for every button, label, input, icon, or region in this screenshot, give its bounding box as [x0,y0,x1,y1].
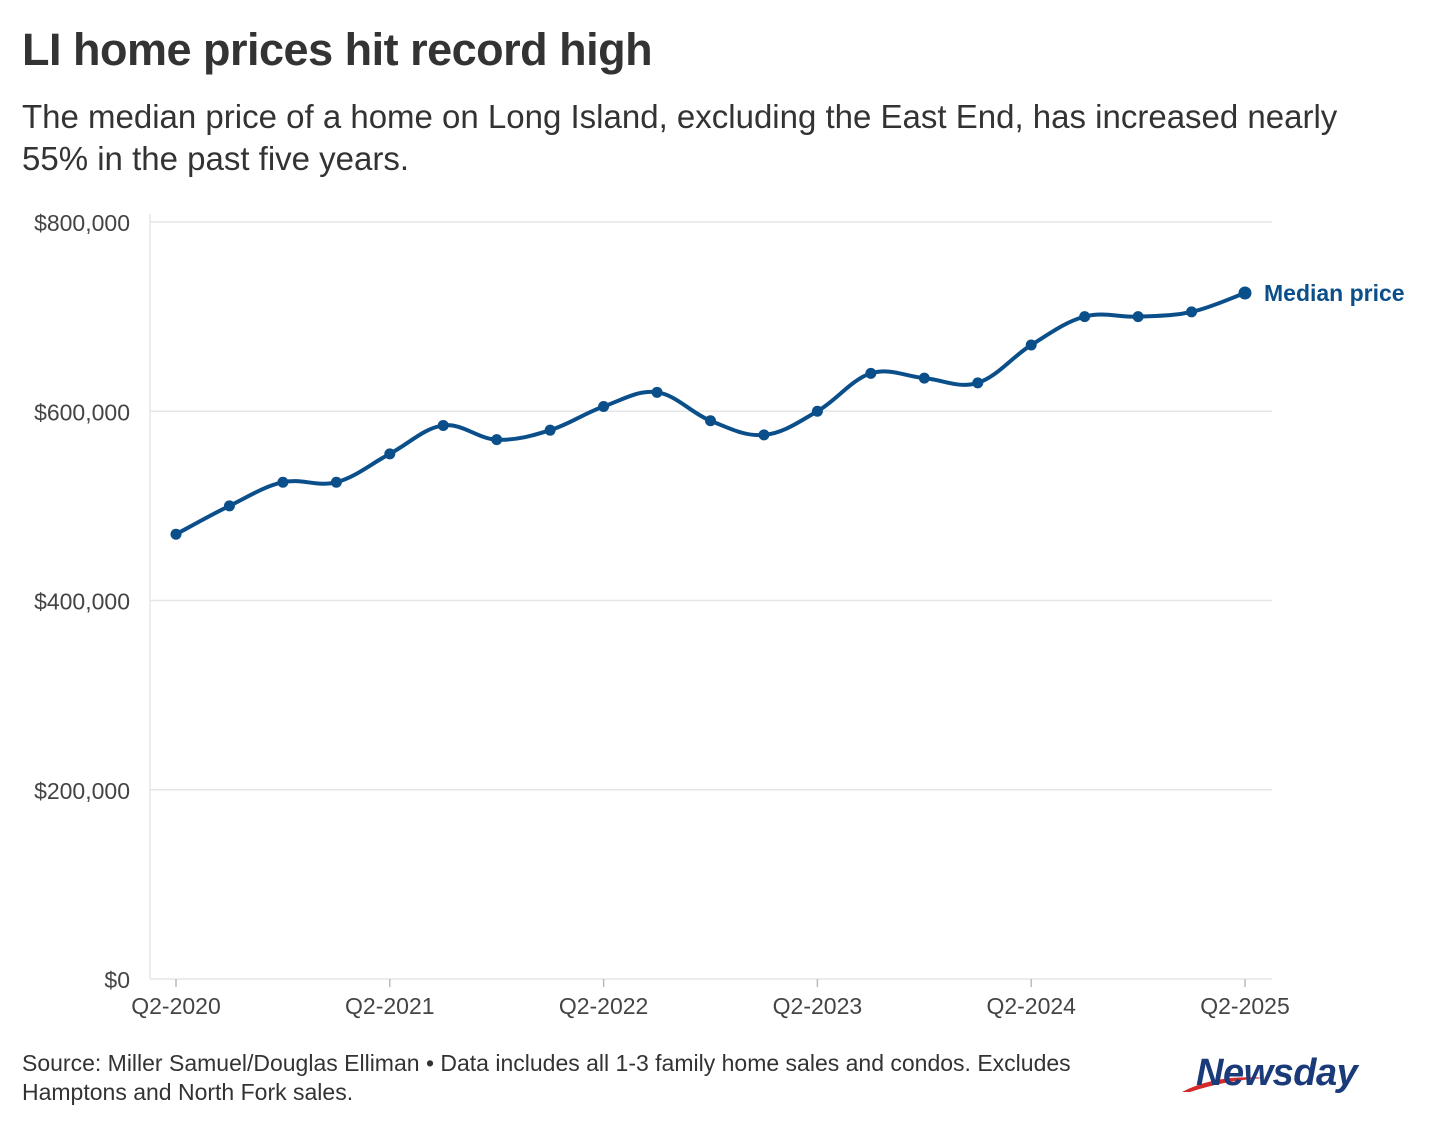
data-point [758,429,770,441]
series-label-median-price: Median price [1264,280,1405,306]
source-note: Source: Miller Samuel/Douglas Elliman • … [22,1050,1071,1105]
y-tick-label: $600,000 [34,399,130,425]
chart-subtitle: The median price of a home on Long Islan… [22,98,1338,177]
newsday-logo: Newsday [1176,1052,1438,1100]
data-point [384,448,396,460]
x-tick-label: Q2-2022 [559,993,649,1019]
logo-swoosh-icon [1182,1077,1266,1092]
data-point [544,424,556,436]
data-point [598,401,610,413]
x-tick-label: Q2-2021 [345,993,435,1019]
y-tick-label: $400,000 [34,589,130,615]
data-points [170,286,1252,540]
data-point [223,500,235,512]
data-point [865,367,877,379]
data-point [1025,339,1037,351]
y-tick-label: $800,000 [34,210,130,236]
data-point [811,405,823,417]
data-point [437,419,449,431]
gridlines [149,214,1272,980]
data-point [651,386,663,398]
x-tick-label: Q2-2025 [1200,993,1290,1019]
x-tick-label: Q2-2020 [131,993,221,1019]
data-point [277,476,289,488]
y-tick-label: $0 [104,967,130,993]
chart-title: LI home prices hit record high [22,24,653,75]
data-point [170,528,182,540]
data-point [705,415,716,427]
data-point [1079,311,1091,323]
y-axis: $0 $200,000 $400,000 $600,000 $800,000 [34,210,130,993]
series-line-median-price [174,290,1247,537]
data-point [972,377,984,389]
data-point [1238,286,1252,300]
y-tick-label: $200,000 [34,778,130,804]
x-axis: Q2-2020 Q2-2021 Q2-2022 Q2-2023 Q2-2024 Q2-20… [131,979,1290,1019]
data-point [1132,311,1144,323]
line-chart: $0 $200,000 $400,000 $600,000 $800,000 Q2-20… [34,210,1405,1019]
data-point [330,476,342,488]
logo-text: Newsday [1196,1052,1358,1094]
x-tick-label: Q2-2024 [986,993,1076,1019]
data-point [491,434,503,446]
data-point [918,372,930,384]
x-tick-label: Q2-2023 [773,993,863,1019]
data-point [1186,306,1198,318]
